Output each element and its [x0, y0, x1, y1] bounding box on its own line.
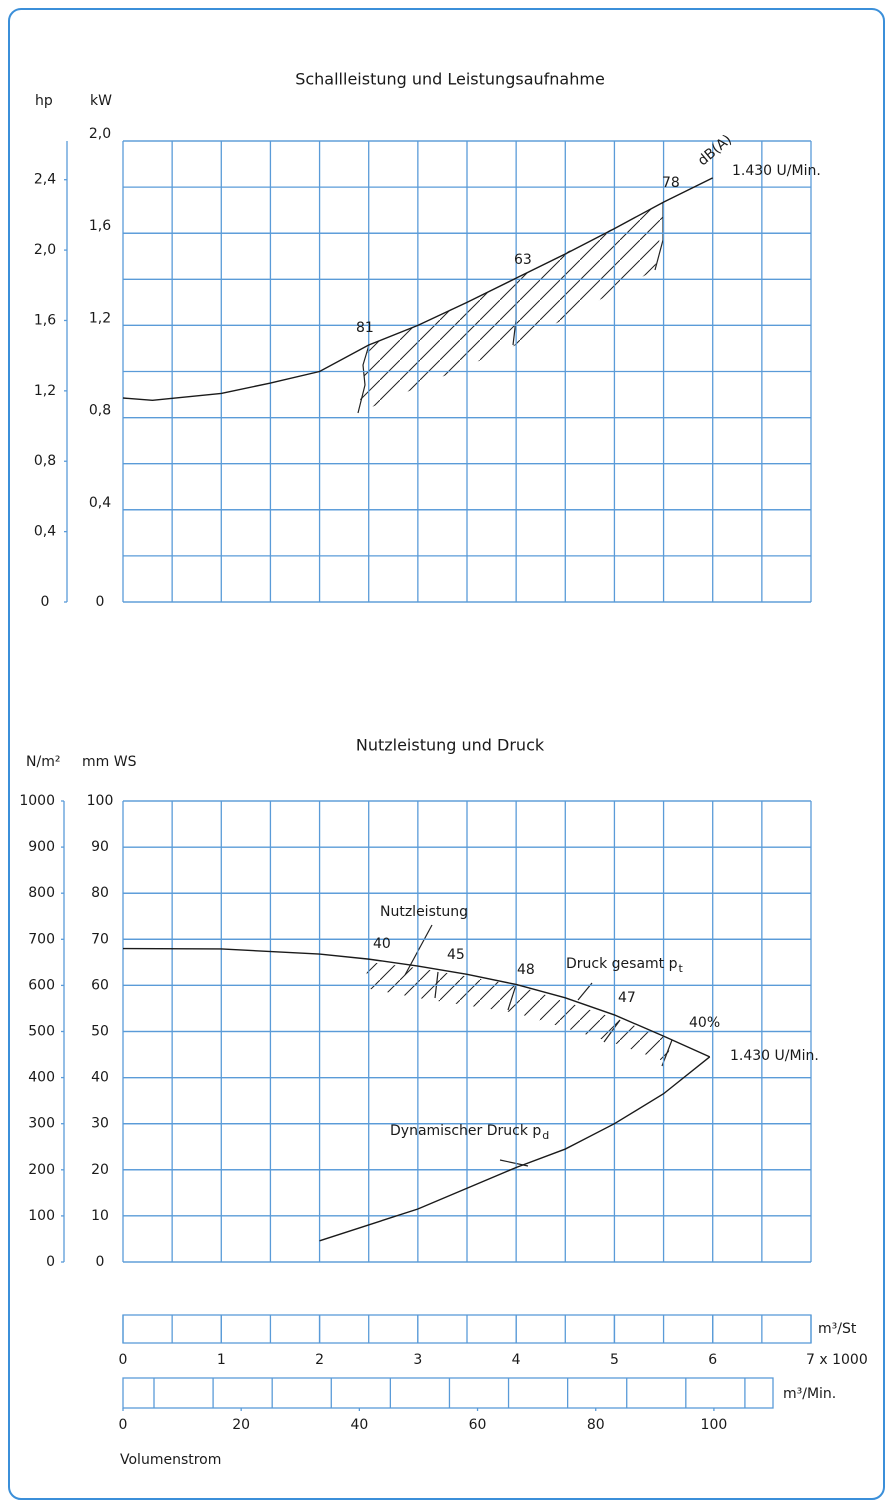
y2-tick-label: 700 [28, 931, 55, 947]
annotation: dB(A) [695, 132, 735, 169]
y2-tick-label: 600 [28, 977, 55, 993]
y-axis-title: mm WS [82, 754, 137, 770]
x-tick-label: 6 [708, 1352, 717, 1368]
line-series [122, 947, 711, 1058]
chart-title: Schallleistung und Leistungsaufnahme [295, 70, 605, 89]
x-unit: m³/St [818, 1321, 857, 1337]
y-tick-label: 1,2 [89, 310, 111, 326]
annotation: 1.430 U/Min. [730, 1048, 819, 1064]
y-tick-label: 0,4 [89, 495, 111, 511]
annotation: 81 [356, 320, 374, 336]
x-tick-label: 4 [512, 1352, 521, 1368]
x2-tick-label: 100 [701, 1417, 728, 1433]
series-label: Druck gesamt p [566, 956, 678, 972]
y-tick-label: 60 [91, 977, 109, 993]
series-label: 1.430 U/Min. [732, 163, 821, 179]
hatching [358, 202, 663, 413]
series-label-subscript: t [679, 962, 684, 975]
y2-tick-label: 0,8 [34, 453, 56, 469]
y2-axis-title: N/m² [26, 754, 60, 770]
y-tick-label: 50 [91, 1024, 109, 1040]
y2-tick-label: 300 [28, 1116, 55, 1132]
x-tick-label: 0 [119, 1352, 128, 1368]
annotation: 40% [689, 1015, 720, 1031]
scale-box [122, 1377, 774, 1409]
x2-unit: m³/Min. [783, 1386, 836, 1402]
y-tick-label: 70 [91, 931, 109, 947]
y-tick-label: 0 [96, 594, 105, 610]
x-tick-label: 5 [610, 1352, 619, 1368]
x-tick-label: 3 [413, 1352, 422, 1368]
y2-tick-label: 800 [28, 885, 55, 901]
y2-tick-label: 1,6 [34, 312, 56, 328]
x2-tick-label: 60 [469, 1417, 487, 1433]
annotation: 45 [447, 947, 465, 963]
x2-tick-label: 20 [232, 1417, 250, 1433]
y2-tick-label: 0 [46, 1254, 55, 1270]
y2-tick-label: 0 [41, 594, 50, 610]
x-axis-title: Volumenstrom [120, 1452, 221, 1468]
hatching [365, 962, 672, 1062]
y2-tick-label: 900 [28, 839, 55, 855]
annotation: Nutzleistung [380, 904, 468, 920]
y-tick-label: 0 [96, 1254, 105, 1270]
y-tick-label: 0,8 [89, 403, 111, 419]
y2-tick-label: 2,0 [34, 242, 56, 258]
y-tick-label: 30 [91, 1116, 109, 1132]
y-tick-label: 1,6 [89, 218, 111, 234]
y2-axis-title: hp [35, 93, 53, 109]
x2-tick-label: 40 [350, 1417, 368, 1433]
annotation: 40 [373, 936, 391, 952]
y-tick-label: 80 [91, 885, 109, 901]
y2-tick-label: 0,4 [34, 524, 56, 540]
annotation: 63 [514, 252, 532, 268]
y2-tick-label: 2,4 [34, 172, 56, 188]
y2-tick-label: 500 [28, 1024, 55, 1040]
y2-tick-label: 400 [28, 1070, 55, 1086]
chart: Schallleistung und Leistungsaufnahme kW hp… [19, 70, 867, 1469]
y2-tick-label: 200 [28, 1162, 55, 1178]
y-tick-label: 40 [91, 1070, 109, 1086]
annotation: 78 [662, 175, 680, 191]
x2-tick-label: 80 [587, 1417, 605, 1433]
series-label: Dynamischer Druck p [390, 1123, 541, 1139]
y-axis-title: kW [90, 93, 112, 109]
x2-tick-label: 0 [119, 1417, 128, 1433]
frame [8, 8, 885, 1500]
chart-title: Nutzleistung und Druck [356, 736, 545, 755]
annotation: 48 [517, 962, 535, 978]
y2-tick-label: 1000 [19, 793, 55, 809]
x-tick-label: 2 [315, 1352, 324, 1368]
annotation: 47 [618, 990, 636, 1006]
y-tick-label: 100 [87, 793, 114, 809]
y-tick-label: 2,0 [89, 126, 111, 142]
y-tick-label: 10 [91, 1208, 109, 1224]
series-label-subscript: d [542, 1129, 549, 1142]
line-series [122, 177, 714, 402]
y2-tick-label: 1,2 [34, 383, 56, 399]
y2-tick-label: 100 [28, 1208, 55, 1224]
line-series [319, 1056, 711, 1242]
x-tick-label: 1 [217, 1352, 226, 1368]
y-tick-label: 90 [91, 839, 109, 855]
y-tick-label: 20 [91, 1162, 109, 1178]
x-tick-label: 7 x 1000 [806, 1352, 868, 1368]
